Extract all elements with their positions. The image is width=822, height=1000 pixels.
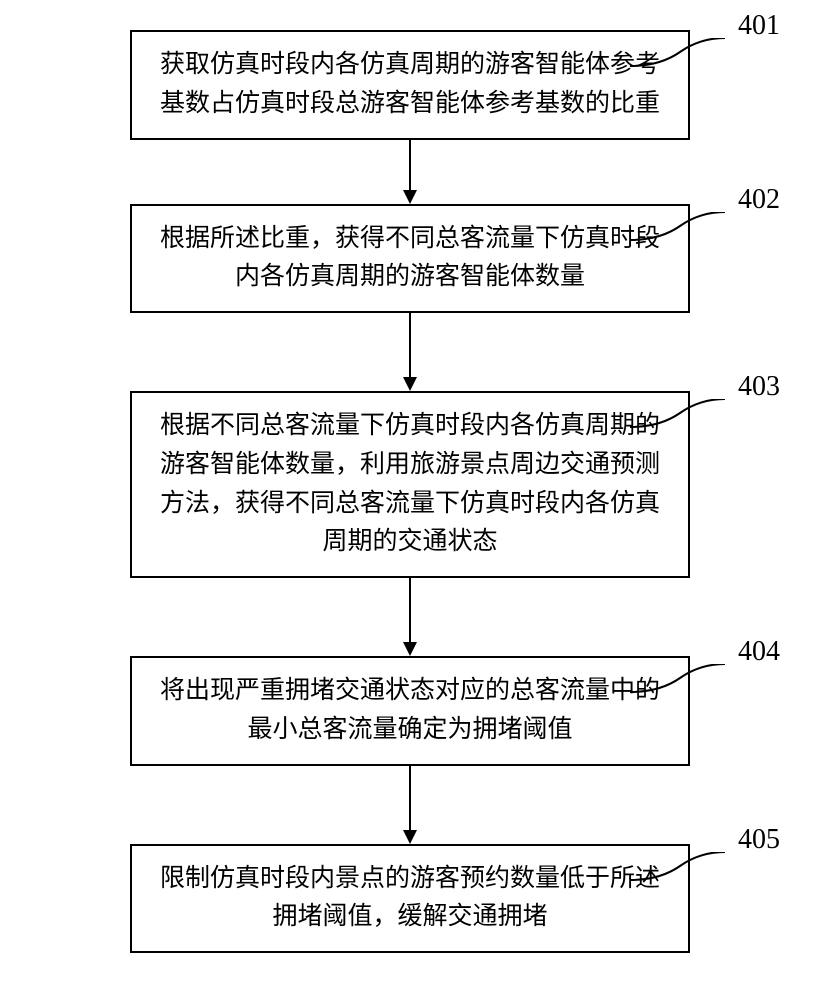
step-text: 限制仿真时段内景点的游客预约数量低于所述拥堵阈值，缓解交通拥堵 bbox=[160, 865, 660, 931]
step-box-405: 限制仿真时段内景点的游客预约数量低于所述拥堵阈值，缓解交通拥堵 bbox=[130, 844, 690, 954]
step-row: 限制仿真时段内景点的游客预约数量低于所述拥堵阈值，缓解交通拥堵 405 bbox=[50, 844, 770, 954]
step-box-404: 将出现严重拥堵交通状态对应的总客流量中的最小总客流量确定为拥堵阈值 bbox=[130, 656, 690, 766]
step-label: 404 bbox=[738, 636, 780, 668]
step-text: 根据所述比重，获得不同总客流量下仿真时段内各仿真周期的游客智能体数量 bbox=[160, 225, 660, 291]
step-box-403: 根据不同总客流量下仿真时段内各仿真周期的游客智能体数量，利用旅游景点周边交通预测… bbox=[130, 391, 690, 578]
step-label-wrap: 401 bbox=[630, 20, 780, 80]
step-label-wrap: 404 bbox=[630, 646, 780, 706]
step-row: 获取仿真时段内各仿真周期的游客智能体参考基数占仿真时段总游客智能体参考基数的比重… bbox=[50, 30, 770, 140]
label-connector bbox=[630, 399, 730, 439]
step-box-402: 根据所述比重，获得不同总客流量下仿真时段内各仿真周期的游客智能体数量 bbox=[130, 204, 690, 314]
flowchart: 获取仿真时段内各仿真周期的游客智能体参考基数占仿真时段总游客智能体参考基数的比重… bbox=[50, 30, 770, 953]
step-row: 根据所述比重，获得不同总客流量下仿真时段内各仿真周期的游客智能体数量 402 bbox=[50, 204, 770, 314]
step-label: 403 bbox=[738, 371, 780, 403]
step-label-wrap: 402 bbox=[630, 194, 780, 254]
step-row: 根据不同总客流量下仿真时段内各仿真周期的游客智能体数量，利用旅游景点周边交通预测… bbox=[50, 391, 770, 578]
arrow bbox=[400, 313, 420, 391]
label-connector bbox=[630, 664, 730, 704]
step-box-401: 获取仿真时段内各仿真周期的游客智能体参考基数占仿真时段总游客智能体参考基数的比重 bbox=[130, 30, 690, 140]
label-connector bbox=[630, 38, 730, 78]
step-label: 401 bbox=[738, 10, 780, 42]
step-label: 402 bbox=[738, 184, 780, 216]
step-row: 将出现严重拥堵交通状态对应的总客流量中的最小总客流量确定为拥堵阈值 404 bbox=[50, 656, 770, 766]
arrow bbox=[400, 140, 420, 204]
step-label-wrap: 403 bbox=[630, 381, 780, 441]
label-connector bbox=[630, 852, 730, 892]
step-text: 将出现严重拥堵交通状态对应的总客流量中的最小总客流量确定为拥堵阈值 bbox=[160, 677, 660, 743]
arrow bbox=[400, 766, 420, 844]
step-text: 获取仿真时段内各仿真周期的游客智能体参考基数占仿真时段总游客智能体参考基数的比重 bbox=[160, 51, 660, 117]
label-connector bbox=[630, 212, 730, 252]
step-label-wrap: 405 bbox=[630, 834, 780, 894]
step-text: 根据不同总客流量下仿真时段内各仿真周期的游客智能体数量，利用旅游景点周边交通预测… bbox=[160, 412, 660, 555]
arrow bbox=[400, 578, 420, 656]
step-label: 405 bbox=[738, 824, 780, 856]
